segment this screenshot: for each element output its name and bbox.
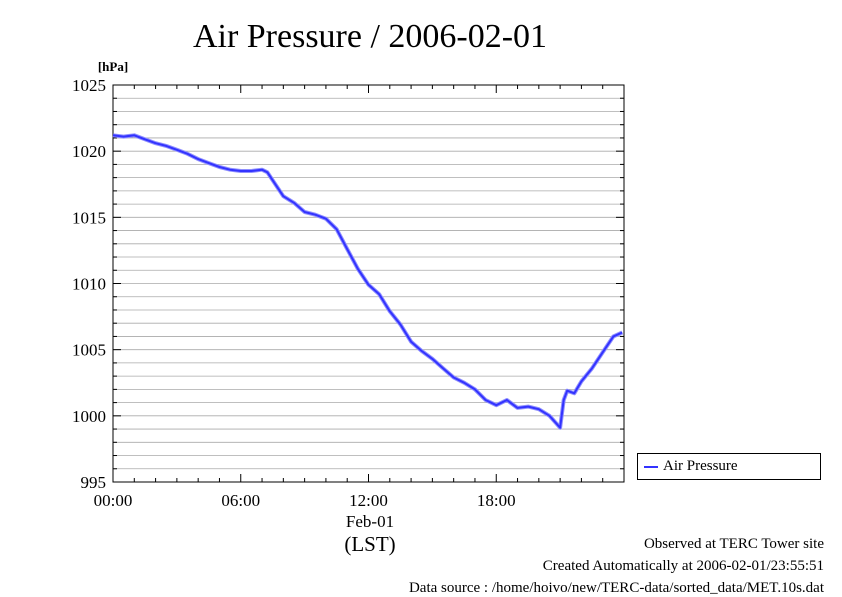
chart-title: Air Pressure / 2006-02-01 bbox=[193, 18, 547, 55]
x-tick-label: 00:00 bbox=[94, 491, 133, 510]
x-date-label: Feb-01 bbox=[346, 512, 394, 531]
footer-observed-site: Observed at TERC Tower site bbox=[643, 536, 824, 552]
y-tick-label: 1005 bbox=[72, 341, 106, 360]
series-line-halo bbox=[112, 133, 624, 430]
legend-swatch-air-pressure bbox=[644, 465, 658, 468]
y-axis-unit-label: [hPa] bbox=[98, 59, 128, 74]
x-tick-label: 12:00 bbox=[349, 491, 388, 510]
series-group bbox=[112, 133, 624, 430]
y-tick-label: 1000 bbox=[72, 407, 106, 426]
y-tick-label: 1010 bbox=[72, 275, 106, 294]
y-tick-label: 1015 bbox=[72, 208, 106, 227]
y-tick-label: 995 bbox=[81, 473, 107, 492]
x-axis-label: (LST) bbox=[344, 532, 395, 556]
axis-ticks bbox=[112, 84, 625, 483]
y-tick-labels: 995 1000 1005 1010 1015 1020 1025 bbox=[72, 76, 106, 492]
gridlines bbox=[113, 97, 624, 470]
legend: Air Pressure bbox=[637, 453, 821, 480]
series-line-air-pressure bbox=[112, 134, 623, 429]
footer-created-timestamp: Created Automatically at 2006-02-01/23:5… bbox=[542, 558, 824, 574]
y-tick-label: 1020 bbox=[72, 142, 106, 161]
footer-data-source: Data source : /home/hoivo/new/TERC-data/… bbox=[408, 580, 824, 596]
legend-label-air-pressure: Air Pressure bbox=[663, 458, 738, 474]
x-tick-labels: 00:00 06:00 12:00 18:00 bbox=[94, 491, 516, 510]
x-tick-label: 06:00 bbox=[221, 491, 260, 510]
y-tick-label: 1025 bbox=[72, 76, 106, 95]
x-tick-label: 18:00 bbox=[477, 491, 516, 510]
